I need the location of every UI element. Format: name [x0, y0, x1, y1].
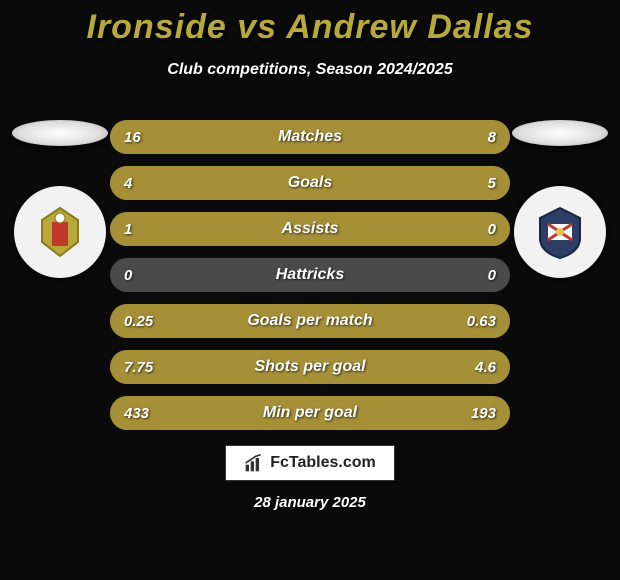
- chart-icon: [244, 453, 264, 473]
- stat-bar-right: [286, 166, 510, 200]
- stat-value-left: 0: [124, 258, 132, 292]
- player-left-badge: [14, 186, 106, 278]
- stat-value-left: 433: [124, 396, 149, 430]
- stat-bar-left: [110, 396, 386, 430]
- player-left-column: [10, 120, 110, 278]
- player-left-silhouette: [12, 120, 108, 146]
- club-badge-left-icon: [30, 202, 90, 262]
- stat-row: 10Assists: [110, 212, 510, 246]
- player-right-silhouette: [512, 120, 608, 146]
- stat-row: 45Goals: [110, 166, 510, 200]
- stat-value-left: 0.25: [124, 304, 153, 338]
- page-title: Ironside vs Andrew Dallas: [0, 0, 620, 47]
- stat-row: 168Matches: [110, 120, 510, 154]
- stat-row: 7.754.6Shots per goal: [110, 350, 510, 384]
- stat-value-left: 1: [124, 212, 132, 246]
- stat-row: 433193Min per goal: [110, 396, 510, 430]
- stat-bar-left: [110, 212, 510, 246]
- stat-row: 0.250.63Goals per match: [110, 304, 510, 338]
- subtitle: Club competitions, Season 2024/2025: [0, 61, 620, 79]
- player-right-column: [510, 120, 610, 278]
- stat-value-right: 4.6: [475, 350, 496, 384]
- stat-value-right: 8: [488, 120, 496, 154]
- stat-bar-left: [110, 120, 378, 154]
- stat-value-left: 7.75: [124, 350, 153, 384]
- stat-value-right: 193: [471, 396, 496, 430]
- stat-value-right: 0: [488, 258, 496, 292]
- player-right-badge: [514, 186, 606, 278]
- stat-value-right: 0.63: [467, 304, 496, 338]
- stat-value-left: 4: [124, 166, 132, 200]
- stat-value-right: 0: [488, 212, 496, 246]
- stat-value-right: 5: [488, 166, 496, 200]
- stats-container: 168Matches45Goals10Assists00Hattricks0.2…: [110, 120, 510, 442]
- date-label: 28 january 2025: [0, 494, 620, 511]
- stat-value-left: 16: [124, 120, 141, 154]
- branding-text: FcTables.com: [270, 454, 376, 472]
- club-badge-right-icon: [530, 202, 590, 262]
- branding-box: FcTables.com: [225, 445, 395, 481]
- stat-row: 0 0Hattricks: [110, 258, 510, 292]
- stat-bar-left: [110, 166, 286, 200]
- stat-label: Hattricks: [110, 258, 510, 292]
